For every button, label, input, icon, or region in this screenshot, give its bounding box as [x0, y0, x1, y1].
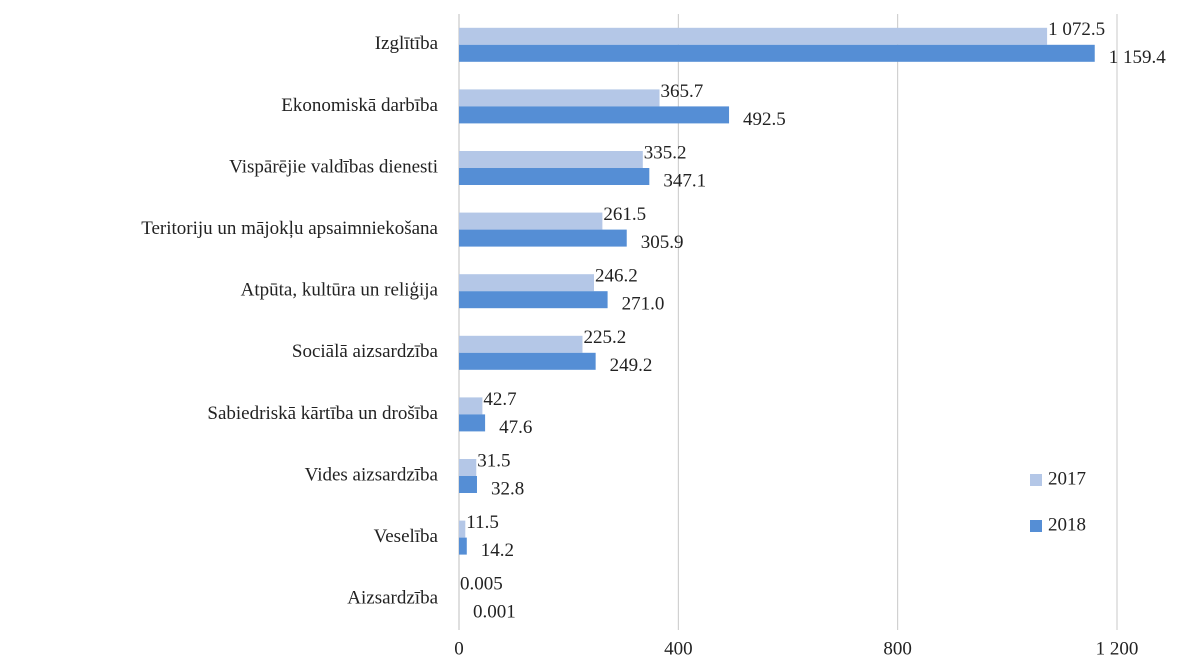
bar — [459, 397, 483, 415]
y-tick-label: Aizsardzība — [347, 588, 438, 609]
value-label: 31.5 — [477, 450, 510, 471]
legend-swatch — [1030, 520, 1042, 532]
value-label: 32.8 — [491, 478, 524, 499]
y-tick-label: Sabiedriskā kārtība un drošība — [207, 403, 438, 424]
value-label: 365.7 — [661, 81, 704, 102]
y-tick-label: Vispārējie valdības dienesti — [229, 156, 438, 177]
value-label: 261.5 — [603, 204, 646, 225]
value-label: 0.005 — [460, 574, 503, 595]
value-label: 225.2 — [583, 327, 626, 348]
x-tick-label: 0 — [454, 638, 464, 659]
value-label: 1 159.4 — [1109, 47, 1167, 68]
bar — [459, 168, 650, 185]
x-tick-label: 800 — [883, 638, 912, 659]
legend-label: 2017 — [1048, 468, 1086, 489]
value-label: 347.1 — [663, 170, 706, 191]
bar — [459, 291, 608, 309]
bar — [459, 459, 477, 476]
legend-label: 2018 — [1048, 514, 1086, 535]
bar — [459, 537, 467, 555]
value-label: 14.2 — [481, 540, 514, 561]
bar — [459, 89, 660, 107]
value-label: 47.6 — [499, 417, 532, 438]
legend-swatch — [1030, 474, 1042, 486]
y-tick-label: Teritoriju un mājokļu apsaimniekošana — [141, 218, 438, 239]
value-label: 249.2 — [610, 355, 653, 376]
value-label: 305.9 — [641, 232, 684, 253]
x-tick-label: 1 200 — [1096, 638, 1139, 659]
value-label: 42.7 — [483, 389, 516, 410]
bar — [459, 335, 583, 353]
bar — [459, 414, 486, 432]
y-tick-label: Atpūta, kultūra un reliģija — [241, 280, 439, 301]
bar — [459, 476, 477, 493]
bar — [459, 151, 643, 168]
bar — [459, 44, 1095, 62]
bar — [459, 520, 466, 538]
bar — [459, 212, 603, 230]
y-tick-label: Ekonomiskā darbība — [281, 95, 438, 116]
value-label: 0.001 — [473, 602, 516, 623]
y-tick-label: Vides aizsardzība — [305, 464, 439, 485]
bar — [459, 27, 1048, 45]
value-label: 492.5 — [743, 109, 786, 130]
y-tick-label: Veselība — [374, 526, 439, 547]
x-tick-label: 400 — [664, 638, 693, 659]
y-tick-label: Sociālā aizsardzība — [292, 341, 439, 362]
value-label: 271.0 — [622, 294, 665, 315]
value-label: 11.5 — [466, 512, 499, 533]
value-label: 246.2 — [595, 266, 638, 287]
value-label: 335.2 — [644, 142, 687, 163]
bar — [459, 352, 596, 370]
y-tick-label: Izglītība — [375, 33, 439, 54]
bar — [459, 106, 730, 124]
bar — [459, 274, 594, 292]
bar — [459, 229, 627, 247]
value-label: 1 072.5 — [1048, 19, 1105, 40]
